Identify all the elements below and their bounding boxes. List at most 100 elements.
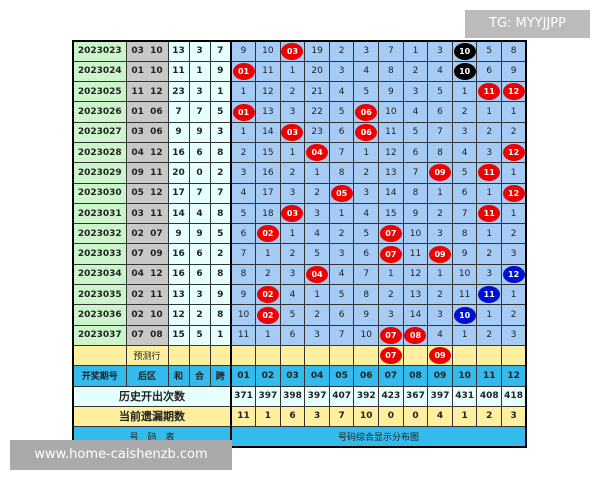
drawn-ball-red: 01 — [232, 103, 255, 121]
number-cell: 02 — [255, 304, 281, 326]
drawn-ball-red: 06 — [355, 123, 378, 141]
sum-cell: 13 — [167, 284, 190, 306]
number-cell: 6 — [427, 101, 453, 123]
number-cell: 1 — [402, 40, 429, 62]
drawn-ball-red: 03 — [281, 205, 304, 223]
number-cell: 17 — [255, 182, 281, 204]
omission-value: 0 — [402, 405, 429, 428]
number-cell: 1 — [476, 223, 503, 245]
number-cell: 2 — [451, 101, 478, 123]
number-cell: 8 — [230, 263, 257, 286]
back-zone-cell: 04 12 — [125, 263, 169, 286]
prediction-label: 预测行 — [125, 344, 169, 367]
number-cell: 10 — [451, 60, 478, 83]
number-cell: 07 — [378, 223, 404, 245]
number-cell: 1 — [476, 182, 503, 204]
drawn-ball-red: 12 — [502, 83, 525, 101]
number-cell: 11 — [255, 60, 281, 83]
span-cell: 7 — [209, 40, 232, 62]
history-value: 397 — [255, 385, 281, 407]
number-cell: 20 — [304, 60, 330, 83]
omission-value: 3 — [304, 405, 330, 428]
number-cell: 18 — [255, 202, 281, 225]
period-cell: 2023030 — [72, 182, 127, 204]
column-header-number: 06 — [353, 365, 380, 387]
number-cell: 5 — [427, 81, 453, 103]
drawn-ball-red: 04 — [306, 144, 329, 162]
sum-cell: 15 — [167, 324, 190, 346]
empty-cell — [209, 344, 232, 367]
sum-tail-cell: 9 — [188, 121, 211, 143]
back-zone-cell: 02 11 — [125, 284, 169, 306]
number-cell: 1 — [353, 141, 380, 164]
number-cell: 13 — [402, 284, 429, 306]
number-cell: 3 — [279, 263, 306, 286]
number-cell — [451, 344, 478, 367]
number-cell: 06 — [353, 121, 380, 143]
number-cell: 10 — [230, 304, 257, 326]
sum-tail-cell: 6 — [188, 243, 211, 265]
omission-value: 11 — [230, 405, 257, 428]
number-cell: 8 — [501, 40, 527, 62]
lottery-distribution-table: 2023023 03 10 13 3 7 9 10 03 19 2 3 7 1 3 10 5 8 2023024 0… — [72, 40, 528, 448]
number-cell: 9 — [451, 243, 478, 265]
number-cell: 2 — [476, 324, 503, 346]
number-cell: 2 — [328, 40, 355, 62]
number-cell: 1 — [451, 324, 478, 346]
number-cell: 7 — [378, 40, 404, 62]
number-cell: 4 — [451, 141, 478, 164]
period-cell: 2023032 — [72, 223, 127, 245]
number-cell: 10 — [353, 324, 380, 346]
back-zone-cell: 01 06 — [125, 101, 169, 123]
number-cell: 21 — [304, 81, 330, 103]
number-cell: 9 — [353, 304, 380, 326]
number-cell: 3 — [279, 101, 306, 123]
number-cell: 4 — [353, 202, 380, 225]
number-cell: 6 — [451, 182, 478, 204]
span-cell: 8 — [209, 141, 232, 164]
number-cell: 8 — [427, 141, 453, 164]
number-cell — [304, 344, 330, 367]
number-cell: 13 — [378, 162, 404, 184]
period-cell: 2023035 — [72, 284, 127, 306]
number-cell: 7 — [328, 324, 355, 346]
number-cell: 3 — [353, 40, 380, 62]
period-cell: 2023027 — [72, 121, 127, 143]
drawn-ball-red: 07 — [379, 347, 402, 365]
number-cell: 1 — [476, 101, 503, 123]
number-cell: 07 — [378, 344, 404, 367]
history-label: 历史开出次数 — [72, 385, 232, 407]
back-zone-cell: 02 10 — [125, 304, 169, 326]
number-cell: 14 — [378, 182, 404, 204]
number-cell: 2 — [476, 243, 503, 265]
number-cell: 2 — [378, 284, 404, 306]
number-cell: 12 — [501, 81, 527, 103]
drawn-ball-red: 11 — [478, 83, 501, 101]
number-cell: 11 — [476, 202, 503, 225]
number-cell: 2 — [279, 162, 306, 184]
number-cell: 8 — [402, 182, 429, 204]
back-zone-cell: 07 08 — [125, 324, 169, 346]
number-cell: 19 — [304, 40, 330, 62]
back-zone-cell: 03 11 — [125, 202, 169, 225]
number-cell: 1 — [279, 141, 306, 164]
history-value: 397 — [304, 385, 330, 407]
number-cell: 11 — [378, 121, 404, 143]
number-cell: 6 — [402, 141, 429, 164]
number-cell: 3 — [402, 81, 429, 103]
number-cell: 1 — [304, 284, 330, 306]
column-header-period: 开奖期号 — [72, 365, 127, 387]
number-cell: 05 — [328, 182, 355, 204]
number-cell: 2 — [279, 243, 306, 265]
sum-cell: 16 — [167, 263, 190, 286]
column-header-number: 10 — [451, 365, 478, 387]
omission-label: 当前遗漏期数 — [72, 405, 232, 428]
number-cell: 3 — [328, 243, 355, 265]
history-value: 367 — [402, 385, 429, 407]
number-cell: 1 — [230, 121, 257, 143]
table-row: 2023027 03 06 9 9 3 1 14 03 23 6 06 11 5 7 3 2 2 — [72, 121, 527, 143]
span-cell: 9 — [209, 60, 232, 83]
sum-tail-cell: 5 — [188, 324, 211, 346]
number-cell: 6 — [476, 60, 503, 83]
number-cell: 11 — [451, 284, 478, 306]
